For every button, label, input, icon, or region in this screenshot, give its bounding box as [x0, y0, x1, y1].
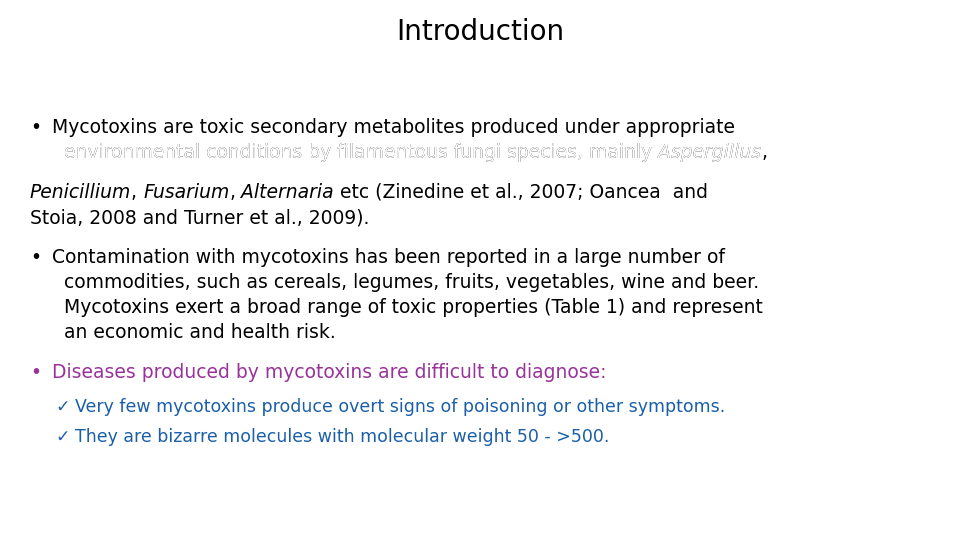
Text: etc (Zinedine et al., 2007; Oancea  and: etc (Zinedine et al., 2007; Oancea and [334, 183, 708, 202]
Text: Fusarium: Fusarium [143, 183, 229, 202]
Text: environmental conditions by filamentous fungi species, mainly: environmental conditions by filamentous … [52, 143, 659, 162]
Text: ,: , [229, 183, 242, 202]
Text: Introduction: Introduction [396, 18, 564, 46]
Text: environmental conditions by filamentous fungi species, mainly: environmental conditions by filamentous … [52, 143, 659, 162]
Text: Alternaria: Alternaria [242, 183, 334, 202]
Text: Fusarium: Fusarium [143, 183, 229, 202]
Text: Stoia, 2008 and Turner et al., 2009).: Stoia, 2008 and Turner et al., 2009). [30, 208, 370, 227]
Text: Penicillium: Penicillium [30, 183, 132, 202]
Text: Mycotoxins are toxic secondary metabolites produced under appropriate: Mycotoxins are toxic secondary metabolit… [52, 118, 735, 137]
Text: ,: , [132, 183, 143, 202]
Text: •: • [30, 248, 41, 267]
Text: •: • [30, 363, 41, 382]
Text: Aspergillus: Aspergillus [659, 143, 761, 162]
Text: Aspergillus: Aspergillus [659, 143, 761, 162]
Text: commodities, such as cereals, legumes, fruits, vegetables, wine and beer.: commodities, such as cereals, legumes, f… [52, 273, 759, 292]
Text: Penicillium: Penicillium [30, 183, 132, 202]
Text: Very few mycotoxins produce overt signs of poisoning or other symptoms.: Very few mycotoxins produce overt signs … [75, 398, 725, 416]
Text: ✓: ✓ [55, 398, 69, 416]
Text: Contamination with mycotoxins has been reported in a large number of: Contamination with mycotoxins has been r… [52, 248, 725, 267]
Text: ✓: ✓ [55, 428, 69, 446]
Text: Alternaria: Alternaria [242, 183, 334, 202]
Text: •: • [30, 118, 41, 137]
Text: Diseases produced by mycotoxins are difficult to diagnose:: Diseases produced by mycotoxins are diff… [52, 363, 607, 382]
Text: etc (Zinedine et al., 2007; Oancea  and: etc (Zinedine et al., 2007; Oancea and [334, 183, 708, 202]
Text: ,: , [761, 143, 767, 162]
Text: ,: , [132, 183, 143, 202]
Text: Mycotoxins exert a broad range of toxic properties (Table 1) and represent: Mycotoxins exert a broad range of toxic … [52, 298, 763, 317]
Text: ,: , [229, 183, 242, 202]
Text: They are bizarre molecules with molecular weight 50 - >500.: They are bizarre molecules with molecula… [75, 428, 610, 446]
Text: an economic and health risk.: an economic and health risk. [52, 323, 336, 342]
